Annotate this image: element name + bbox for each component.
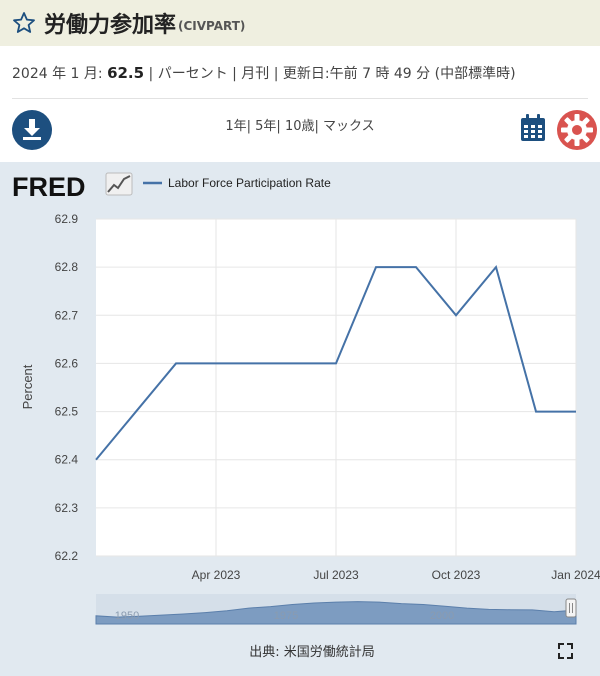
grid-lines xyxy=(96,218,577,557)
navigator-handle[interactable] xyxy=(565,598,577,618)
data-point xyxy=(454,313,458,317)
navigator-year-label: 1950 xyxy=(115,610,139,622)
calendar-icon[interactable] xyxy=(520,114,546,142)
range-separator: | xyxy=(276,119,281,134)
chart-panel: FRED Labor Force Participation Rate 62.9… xyxy=(0,162,600,676)
y-tick-label: 62.2 xyxy=(55,549,79,563)
y-tick-label: 62.3 xyxy=(55,501,79,515)
settings-gear-icon[interactable] xyxy=(556,109,598,151)
range-10y[interactable]: 10歳 xyxy=(284,119,315,134)
y-axis-ticks: 62.9 62.8 62.7 62.6 62.5 62.4 62.3 62.2 xyxy=(55,212,79,563)
x-tick-label: Apr 2023 xyxy=(192,568,241,582)
range-separator: | xyxy=(246,119,251,134)
series-id: (CIVPART) xyxy=(178,19,246,33)
navigator-year-label: 1975 xyxy=(274,610,298,622)
x-axis-ticks: Apr 2023 Jul 2023 Oct 2023 Jan 2024 xyxy=(192,568,600,582)
star-icon[interactable] xyxy=(12,11,36,35)
data-point xyxy=(134,410,138,414)
data-point xyxy=(414,265,418,269)
fred-logo: FRED xyxy=(12,172,86,202)
navigator-year-label: 2000 xyxy=(430,610,454,622)
data-point xyxy=(574,410,578,414)
y-tick-label: 62.9 xyxy=(55,212,79,226)
source-credit: 出典: 米国労働統計局 xyxy=(249,644,375,660)
data-point xyxy=(374,265,378,269)
data-point xyxy=(174,361,178,365)
x-tick-label: Jan 2024 xyxy=(551,568,600,582)
series-title: 労働力参加率 xyxy=(44,13,177,38)
series-meta: 2024 年 1 月: 62.5 | パーセント | 月刊 | 更新日:午前 7… xyxy=(12,63,516,83)
data-point xyxy=(94,458,98,462)
download-button[interactable] xyxy=(12,110,52,150)
range-navigator[interactable]: 1950 1975 2000 xyxy=(95,594,577,625)
fullscreen-icon[interactable] xyxy=(558,643,573,659)
y-tick-label: 62.5 xyxy=(55,405,79,419)
date-range-selector: 1年| 5年| 10歳| マックス xyxy=(0,115,600,134)
divider xyxy=(12,98,588,99)
data-point xyxy=(214,361,218,365)
y-tick-label: 62.8 xyxy=(55,260,79,274)
navigator-labels: 1950 1975 2000 xyxy=(115,610,454,622)
fred-logo-chart-icon xyxy=(105,172,133,196)
range-1y[interactable]: 1年 xyxy=(225,119,247,134)
series-line-labor-force xyxy=(95,265,576,461)
x-tick-label: Oct 2023 xyxy=(432,568,481,582)
series-details: | パーセント | 月刊 | 更新日:午前 7 時 49 分 (中部標準時) xyxy=(144,66,516,82)
chart-toolbar: 1年| 5年| 10歳| マックス xyxy=(0,100,600,160)
y-axis-label: Percent xyxy=(20,364,35,409)
navigator-series-area xyxy=(95,601,577,625)
data-point xyxy=(494,265,498,269)
x-tick-label: Jul 2023 xyxy=(313,568,359,582)
range-max[interactable]: マックス xyxy=(323,119,375,134)
observation-value: 62.5 xyxy=(107,64,145,82)
data-point xyxy=(254,361,258,365)
data-point xyxy=(334,361,338,365)
observation-period: 2024 年 1 月: xyxy=(12,66,108,82)
y-tick-label: 62.4 xyxy=(55,453,79,467)
y-tick-label: 62.6 xyxy=(55,356,79,370)
legend-label: Labor Force Participation Rate xyxy=(168,176,331,190)
data-point xyxy=(534,410,538,414)
data-point xyxy=(294,361,298,365)
y-tick-label: 62.7 xyxy=(55,308,79,322)
download-icon xyxy=(23,119,41,140)
range-5y[interactable]: 5年 xyxy=(255,119,277,134)
range-separator: | xyxy=(314,119,319,134)
chart-canvas: FRED Labor Force Participation Rate 62.9… xyxy=(12,172,600,660)
title-bar: 労働力参加率 (CIVPART) xyxy=(0,0,600,46)
